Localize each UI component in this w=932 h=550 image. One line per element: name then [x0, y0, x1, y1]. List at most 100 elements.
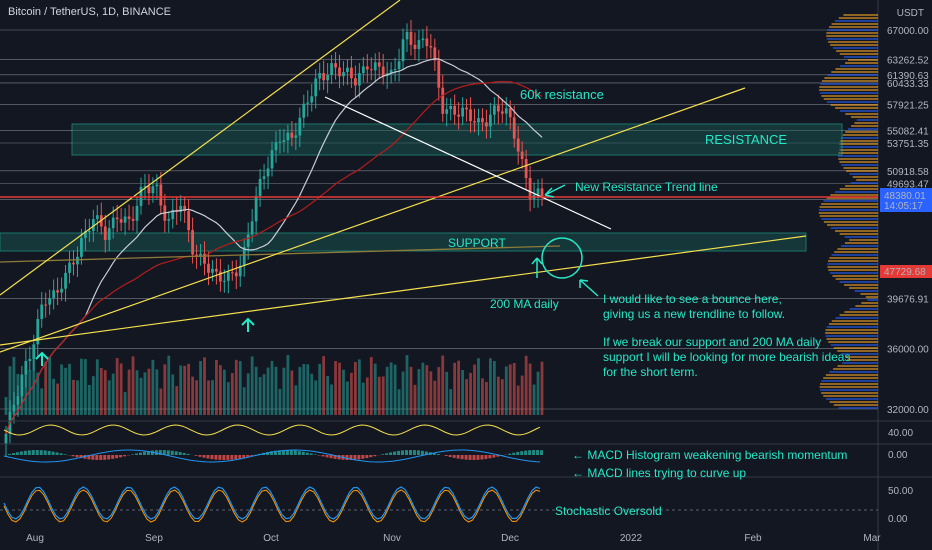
macd-histogram-bar: [115, 455, 119, 459]
macd-histogram-bar: [488, 455, 492, 459]
candle-body: [441, 87, 445, 114]
volume-profile-bar: [835, 317, 878, 319]
volume-profile-bar: [845, 62, 878, 64]
macd-histogram-bar: [468, 455, 472, 460]
stochastic-d-line: [3, 489, 541, 523]
candle-body: [147, 186, 151, 194]
price-unit: USDT: [896, 8, 924, 19]
macd-histogram-bar: [472, 455, 476, 460]
macd-histogram-bar: [162, 450, 166, 455]
candle-body: [389, 69, 393, 74]
current-price-tag: [880, 187, 932, 212]
macd-histogram-bar: [520, 451, 524, 455]
volume-profile-bar: [827, 263, 878, 265]
macd-histogram-bar: [39, 450, 43, 455]
panel-tick: 0.00: [888, 514, 908, 525]
volume-bar: [465, 379, 468, 415]
volume-profile-bar: [831, 320, 878, 322]
y-tick-label: 50918.58: [887, 167, 929, 178]
macd-histogram-bar: [51, 451, 55, 455]
volume-profile-bar: [860, 293, 878, 295]
volume-bar: [512, 363, 516, 415]
candle-body: [242, 247, 246, 266]
volume-bar: [437, 367, 441, 415]
volume-bar: [187, 363, 191, 415]
volume-profile-bar: [833, 347, 878, 349]
volume-bar: [40, 388, 44, 415]
volume-bar: [95, 359, 99, 415]
volume-bar: [115, 358, 119, 415]
volume-profile-bar: [834, 251, 878, 253]
candle-body: [119, 219, 123, 223]
volume-profile-bar: [841, 245, 878, 247]
volume-profile-bar: [854, 122, 878, 124]
resistance-trend-line: [324, 96, 612, 230]
candle-body: [481, 118, 484, 123]
volume-profile-bar: [844, 311, 878, 313]
volume-profile-bar: [847, 359, 878, 361]
macd-histogram-bar: [7, 454, 11, 455]
macd-histogram-bar: [87, 455, 91, 460]
macd-histogram-bar: [325, 455, 329, 458]
candle-body: [350, 67, 353, 79]
volume-profile-bar: [861, 302, 878, 304]
macd-histogram-bar: [289, 450, 293, 455]
volume-profile-bar: [849, 308, 878, 310]
macd-histogram-bar: [309, 453, 313, 455]
volume-profile-bar: [846, 170, 878, 172]
ma200-arrow-icon: [531, 257, 543, 278]
volume-profile-bar: [823, 200, 878, 202]
volume-bar: [72, 379, 75, 415]
candle-body: [516, 138, 520, 152]
volume-bar: [52, 378, 56, 415]
candle-body: [246, 234, 250, 248]
volume-bar: [504, 366, 508, 415]
candle-body: [16, 396, 20, 405]
macd-histogram-bar: [281, 450, 285, 455]
candle-body: [278, 141, 282, 143]
volume-bar: [36, 372, 40, 415]
volume-bar: [155, 369, 159, 415]
macd-histogram-bar: [528, 450, 532, 455]
candle-body: [95, 215, 99, 220]
macd-histogram-bar: [186, 453, 190, 455]
volume-bar: [282, 367, 286, 415]
panel-tick: 50.00: [888, 486, 913, 497]
note-break-1: If we break our support and 200 MA daily: [603, 335, 821, 349]
ma-20-line: [5, 58, 543, 434]
candle-body: [171, 209, 175, 220]
macd-histogram-bar: [313, 454, 317, 455]
volume-bar: [8, 366, 12, 415]
candle-body: [365, 66, 369, 70]
macd-histogram-bar: [274, 450, 277, 455]
volume-profile-bar: [825, 335, 878, 337]
volume-profile-bar: [832, 47, 878, 49]
x-tick-label: Sep: [145, 533, 163, 544]
volume-profile-bar: [833, 368, 878, 370]
macd-histogram-bar: [353, 455, 357, 460]
x-tick-label: Dec: [501, 533, 519, 544]
macd-histogram-bar: [301, 451, 305, 455]
macd-histogram-bar: [516, 451, 520, 455]
macd-histogram-bar: [226, 455, 230, 460]
candle-body: [338, 67, 341, 77]
volume-bar: [397, 389, 401, 415]
volume-profile-bar: [830, 44, 878, 46]
candle-body: [369, 69, 373, 71]
volume-bar: [24, 371, 28, 415]
volume-profile-bar: [826, 326, 878, 328]
candle-body: [496, 105, 500, 112]
candle-body: [417, 40, 421, 49]
macd-histogram-bar: [63, 454, 67, 455]
macd-histogram-bar: [452, 455, 456, 458]
volume-profile-bar: [821, 392, 878, 394]
volume-bar: [302, 364, 306, 415]
volume-profile-bar: [830, 227, 878, 229]
macd-histogram-bar: [405, 450, 408, 455]
macd-histogram-bar: [444, 455, 448, 457]
volume-profile-bar: [839, 161, 878, 163]
volume-profile-bar: [842, 134, 878, 136]
time-axis: Aug Sep Oct Nov Dec 2022 Feb Mar: [26, 533, 881, 544]
volume-bar: [449, 389, 453, 415]
